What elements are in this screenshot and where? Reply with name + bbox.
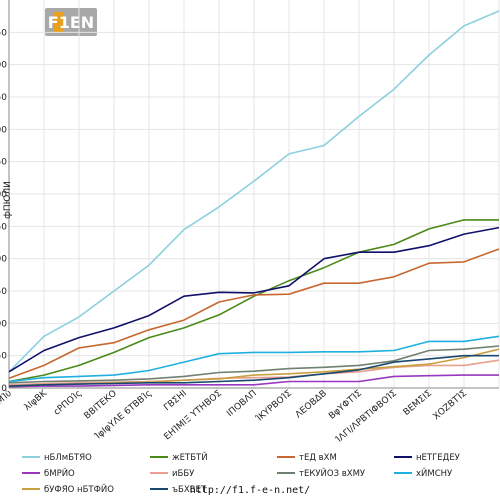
y-tick-label-8: 400 (0, 125, 7, 135)
legend-item-5: иББУ (150, 468, 194, 480)
x-tick-label-11: ΊΛΓΙ/ΛΡΒΤΙΦΒΟΊΣ (333, 388, 399, 446)
legend-label: нБЛмБТЯО (44, 453, 92, 463)
legend-swatch (394, 455, 412, 458)
series-line-2 (8, 248, 500, 380)
legend-label: тЕКУЙОЗ вХМУ (299, 469, 366, 479)
y-tick-label-4: 200 (0, 255, 7, 265)
x-tick-label-0: ύφΤΒΜΊύ (0, 388, 14, 422)
legend-swatch (22, 487, 40, 490)
legend-swatch (277, 455, 295, 458)
y-tick-label-9: 450 (0, 93, 7, 103)
legend-swatch (394, 471, 412, 474)
y-tick-label-3: 150 (0, 287, 7, 297)
legend-label: нЕТГЕДЕУ (416, 453, 460, 463)
series-line-1 (8, 219, 499, 383)
x-tick-label-4: ΊφΙφΥΛΕ 6ΤΒΒΊς (92, 388, 154, 443)
legend-item-2: тЕД вХМ (277, 452, 337, 464)
y-tick-label-5: 250 (0, 222, 7, 232)
x-tick-label-5: ΓΒΣΗΙ (162, 389, 189, 414)
legend-item-9: ъБХВЕТ (150, 484, 206, 496)
legend-swatch (22, 471, 40, 474)
legend-label: иББУ (172, 469, 195, 479)
x-tick-label-2: ϲΡΠΟΊς (51, 388, 83, 418)
x-tick-label-13: ΧΟΖΒΤΊΣ (431, 388, 469, 423)
y-tick-label-0: 0 (1, 384, 7, 394)
y-tick-label-1: 50 (0, 352, 7, 362)
series-line-3 (8, 226, 500, 373)
series-line-0 (8, 10, 500, 373)
y-tick-label-11: 550 (0, 28, 7, 38)
series-line-5 (8, 359, 500, 386)
series-line-4 (8, 374, 499, 388)
x-tick-label-8: ΊΚΥΡΒΟΊΣ (253, 388, 294, 425)
brand-logo: F1EN (45, 8, 97, 36)
legend-label: бМРЙО (44, 469, 75, 479)
legend-swatch (22, 455, 40, 458)
legend-label: хЙМСНУ (416, 469, 453, 479)
x-tick-label-1: λΙφΒΚ (23, 388, 50, 413)
legend-swatch (150, 487, 168, 490)
series-line-7 (8, 335, 500, 383)
legend-swatch (277, 471, 295, 474)
legend-label: тЕД вХМ (299, 453, 337, 463)
series-line-9 (8, 354, 499, 387)
y-axis-title: фПЮЛИ (3, 181, 13, 219)
legend-label: ъБХВЕТ (172, 485, 207, 495)
footer-url[interactable]: http://f1.f-e-n.net/ (189, 485, 311, 496)
legend-item-8: бУФЯО нБТФЙО (22, 484, 114, 496)
legend-item-4: бМРЙО (22, 468, 75, 480)
legend-label: бУФЯО нБТФЙО (44, 485, 114, 495)
legend-item-7: хЙМСНУ (394, 468, 452, 480)
y-tick-label-10: 500 (0, 61, 7, 71)
legend-label: жЕТБТЙ (172, 453, 208, 463)
series-line-6 (8, 345, 500, 384)
y-tick-label-2: 100 (0, 319, 7, 329)
legend-swatch (150, 471, 168, 474)
legend-swatch (150, 455, 168, 458)
y-tick-label-7: 350 (0, 158, 7, 168)
x-tick-label-6: ΕΗΊΜΙΞ ΥΤΗΒΟΣ (162, 388, 224, 443)
legend-item-3: нЕТГЕДЕУ (394, 452, 460, 464)
legend-item-0: нБЛмБТЯО (22, 452, 92, 464)
y-tick-label-6: 300 (0, 190, 7, 200)
legend-item-1: жЕТБТЙ (150, 452, 208, 464)
logo-text: F1EN (48, 13, 94, 32)
legend-item-6: тЕКУЙОЗ вХМУ (277, 468, 365, 480)
x-tick-label-12: ΒΕΜΣΙΣ (402, 388, 434, 417)
x-tick-label-7: ΙΠΟΒΛΠ (225, 389, 259, 420)
logo-accent (54, 12, 64, 32)
x-tick-label-9: ΛΕΟΒΔΒ (294, 389, 329, 421)
